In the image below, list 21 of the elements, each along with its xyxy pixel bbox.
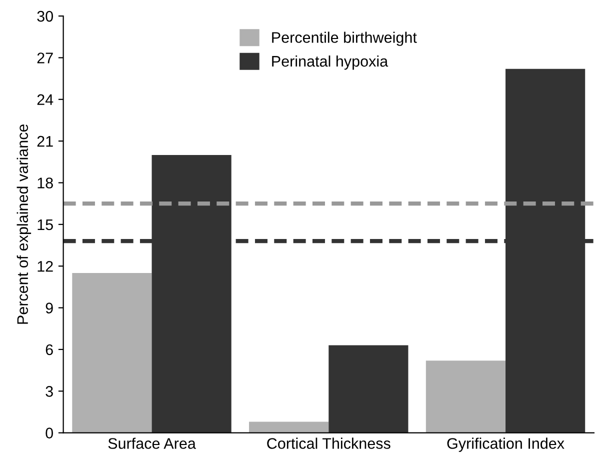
y-tick-label: 24 bbox=[37, 94, 54, 105]
y-tick-label: 0 bbox=[46, 428, 53, 438]
bar bbox=[328, 345, 408, 433]
y-tick-label: 3 bbox=[46, 386, 53, 397]
bar bbox=[426, 360, 506, 433]
y-tick-label: 15 bbox=[38, 219, 53, 230]
y-tick-label: 21 bbox=[37, 136, 53, 147]
legend-label: Percentile birthweight bbox=[272, 32, 417, 46]
legend-label: Perinatal hypoxia bbox=[272, 55, 388, 70]
bar bbox=[249, 422, 329, 433]
y-axis-title: Percent of explained variance bbox=[16, 124, 32, 324]
bar bbox=[72, 273, 152, 433]
x-tick-label: Gyrification Index bbox=[447, 438, 564, 452]
y-tick-label: 6 bbox=[46, 344, 53, 356]
y-tick-label: 30 bbox=[37, 10, 53, 22]
y-tick-label: 12 bbox=[38, 260, 53, 272]
y-tick-label: 27 bbox=[37, 52, 53, 64]
x-tick-label: Surface Area bbox=[108, 438, 196, 449]
y-tick-label: 9 bbox=[46, 302, 53, 314]
x-tick-label: Cortical Thickness bbox=[267, 438, 390, 449]
y-tick-label: 18 bbox=[38, 178, 53, 188]
